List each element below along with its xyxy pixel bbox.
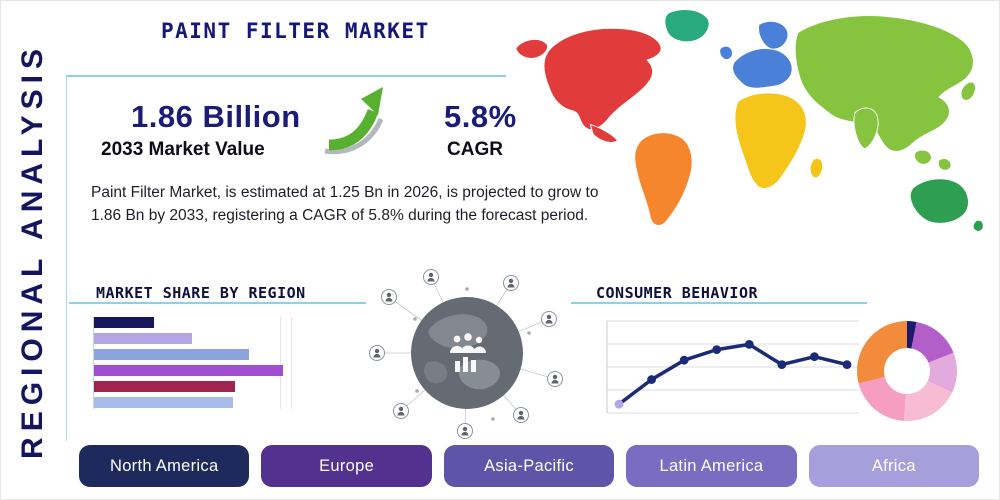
growth-arrow-icon xyxy=(324,87,384,155)
market-description: Paint Filter Market, is estimated at 1.2… xyxy=(91,184,599,225)
map-region-madagascar xyxy=(809,157,824,179)
map-region-new-zealand xyxy=(972,219,984,232)
map-region-se-asia-2 xyxy=(937,158,952,171)
panel-left-border xyxy=(66,75,67,441)
map-region-greenland xyxy=(664,9,710,43)
map-region-scandinavia xyxy=(758,20,789,50)
map-region-asia xyxy=(794,15,974,152)
world-map xyxy=(515,9,984,232)
map-region-uk xyxy=(719,45,733,61)
market-share-underline xyxy=(69,302,366,304)
globe-network-illustration xyxy=(369,269,563,439)
map-region-europe xyxy=(732,47,793,89)
region-button-africa[interactable]: Africa xyxy=(808,445,980,487)
regional-donut-chart xyxy=(857,321,957,421)
donut-hole xyxy=(884,348,930,394)
market-value-stat: 1.86 Billion xyxy=(131,99,301,134)
region-button-north-america[interactable]: North America xyxy=(79,445,250,487)
map-region-india xyxy=(853,107,879,150)
map-region-alaska xyxy=(515,38,549,59)
map-region-south-america xyxy=(634,132,693,226)
map-region-japan xyxy=(960,81,976,101)
cagr-label: CAGR xyxy=(447,139,503,160)
market-share-bar-4 xyxy=(94,365,284,376)
map-region-north-america xyxy=(543,27,662,131)
market-share-bar-2 xyxy=(94,333,192,344)
map-region-africa xyxy=(734,92,807,190)
audience-icon xyxy=(450,333,486,372)
market-value-label: 2033 Market Value xyxy=(101,139,265,160)
side-vertical-label: REGIONAL ANALYSIS xyxy=(5,1,61,499)
consumer-behavior-line-chart xyxy=(606,320,859,414)
market-share-heading: MARKET SHARE BY REGION xyxy=(96,284,306,302)
map-region-australia xyxy=(909,178,969,224)
panel-top-border xyxy=(66,75,506,77)
market-share-bar-1 xyxy=(94,317,154,328)
market-share-bar-3 xyxy=(94,349,250,360)
map-region-central-america xyxy=(589,123,619,143)
region-button-europe[interactable]: Europe xyxy=(261,445,432,487)
market-share-bar-6 xyxy=(94,397,234,408)
market-share-bar-5 xyxy=(94,381,236,392)
region-buttons-row: North America Europe Asia-Pacific Latin Ame… xyxy=(79,445,980,487)
market-share-bar-chart xyxy=(93,317,293,409)
region-button-asia-pacific[interactable]: Asia-Pacific xyxy=(443,445,615,487)
page-title: PAINT FILTER MARKET xyxy=(161,19,430,43)
cagr-stat: 5.8% xyxy=(444,99,517,134)
map-region-se-asia-1 xyxy=(913,149,932,165)
consumer-behavior-heading: CONSUMER BEHAVIOR xyxy=(596,284,759,302)
region-button-latin-america[interactable]: Latin America xyxy=(626,445,797,487)
side-label-text: REGIONAL ANALYSIS xyxy=(16,43,49,459)
consumer-behavior-underline xyxy=(571,302,867,304)
